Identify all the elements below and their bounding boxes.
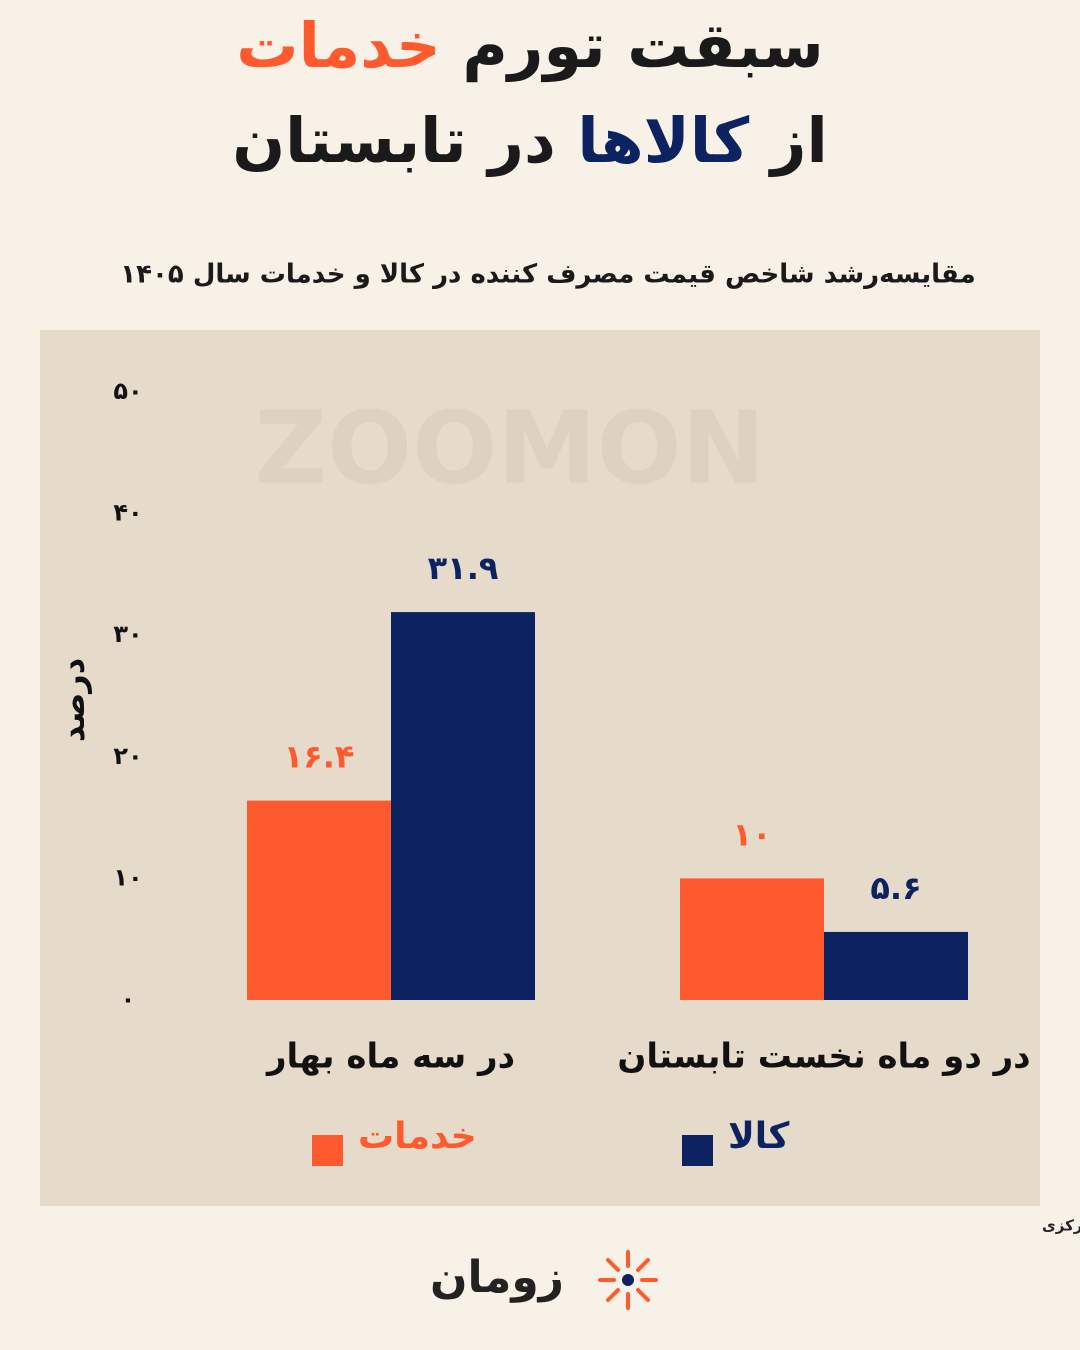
value-label: ۱۶.۴	[284, 738, 355, 776]
legend-swatch	[682, 1135, 713, 1166]
bar	[824, 931, 968, 1000]
source: منبع داده: بانک مرکزی	[1042, 1217, 1080, 1235]
title-segment: سبقت تورم	[462, 9, 823, 83]
y-tick-label: ۳۰	[113, 620, 142, 648]
x-tick-label: در سه ماه بهار	[265, 1037, 515, 1077]
title-line: از کالاها در تابستان	[232, 104, 827, 177]
title-segment: در تابستان	[232, 104, 556, 177]
title-segment: خدمات	[236, 9, 440, 82]
legend-label: خدمات	[358, 1116, 477, 1157]
title-segment: از	[768, 104, 828, 177]
y-tick-label: ۰	[121, 985, 136, 1013]
y-tick-label: ۱۰	[113, 863, 142, 891]
plot-background	[40, 330, 1040, 1206]
watermark: ZOOMON	[255, 389, 766, 506]
y-axis-label: درصد	[54, 658, 92, 742]
bar	[247, 800, 391, 1000]
value-label: ۳۱.۹	[428, 549, 499, 587]
value-label: ۵.۶	[870, 869, 921, 907]
y-tick-label: ۲۰	[113, 742, 142, 770]
legend-swatch	[312, 1135, 343, 1166]
y-tick-label: ۵۰	[113, 377, 142, 405]
brand-logo	[598, 1250, 658, 1310]
x-tick-label: در دو ماه نخست تابستان	[617, 1037, 1030, 1077]
title-segment: کالاها	[577, 104, 750, 177]
value-label: ۱۰	[732, 815, 771, 853]
bar	[391, 612, 535, 1000]
brand-name: زومان	[430, 1252, 564, 1303]
y-tick-label: ۴۰	[113, 499, 142, 527]
bar	[680, 878, 824, 1000]
subtitle: مقایسه‌رشد شاخص قیمت مصرف کننده در کالا …	[120, 260, 975, 290]
title-line: سبقت تورم خدمات	[236, 9, 823, 83]
legend-label: کالا	[728, 1116, 789, 1157]
